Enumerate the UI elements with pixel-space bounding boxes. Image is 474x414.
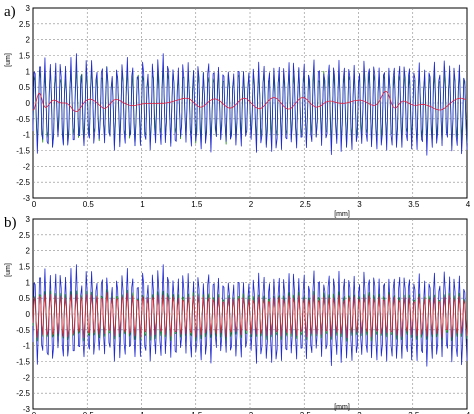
- y-tick-label: 0: [26, 310, 31, 319]
- x-tick-label: 3.5: [408, 200, 420, 209]
- y-axis-label: [um]: [5, 53, 12, 67]
- y-tick-label: -2: [23, 373, 31, 382]
- y-tick-label: 2: [26, 247, 31, 256]
- series-line-3: [32, 90, 467, 112]
- x-tick-label: 3.5: [408, 411, 420, 414]
- series-line-2: [32, 53, 468, 156]
- y-tick-label: -1: [23, 342, 31, 351]
- y-tick-label: -1.5: [16, 147, 30, 156]
- panel-label: a): [4, 4, 16, 20]
- x-tick-label: 4: [466, 411, 471, 414]
- x-tick-label: 0.5: [83, 411, 95, 414]
- panel-a: 0 0.5 1 1.5 2 2.5 3 3.5 4 -3 -2.5 -2 -1.5 -1 -0.5 0 0.5 1…: [4, 4, 471, 218]
- y-tick-label: 1.5: [19, 263, 31, 272]
- y-tick-label: 0.5: [19, 83, 31, 92]
- y-tick-label: 1.5: [19, 52, 31, 61]
- y-tick-label: 1: [26, 67, 31, 76]
- y-tick-label: -2.5: [16, 389, 30, 398]
- y-tick-label: 0.5: [19, 294, 31, 303]
- y-tick-label: 2.5: [19, 231, 31, 240]
- y-tick-label: -3: [23, 194, 31, 203]
- y-tick-label: -1.5: [16, 358, 30, 367]
- panel-b: 0 0.5 1 1.5 2 2.5 3 3.5 4 -3 -2.5 -2 -1.5 -1 -0.5 0 0.5 1…: [4, 215, 471, 414]
- x-tick-label: 2.5: [300, 411, 312, 414]
- y-tick-label: -2.5: [16, 178, 30, 187]
- x-tick-label: 1: [140, 411, 145, 414]
- y-tick-label: 2: [26, 36, 31, 45]
- y-tick-label: -0.5: [16, 326, 30, 335]
- x-axis-label: [mm]: [334, 404, 350, 411]
- y-tick-label: 2.5: [19, 20, 31, 29]
- x-tick-label: 1.5: [191, 411, 203, 414]
- x-tick-label: 1: [140, 200, 145, 209]
- x-tick-label: 0: [32, 411, 37, 414]
- x-tick-label: 0.5: [83, 200, 95, 209]
- x-tick-label: 2: [249, 411, 254, 414]
- y-tick-label: 1: [26, 278, 31, 287]
- x-tick-label: 2: [249, 200, 254, 209]
- y-axis-label: [um]: [5, 263, 12, 277]
- x-tick-label: 1.5: [191, 200, 203, 209]
- y-tick-label: -0.5: [16, 115, 30, 124]
- x-axis-label: [mm]: [334, 211, 350, 218]
- x-tick-label: 4: [466, 200, 471, 209]
- y-tick-label: -1: [23, 131, 31, 140]
- y-tick-label: 3: [26, 4, 31, 13]
- y-tick-label: -2: [23, 162, 31, 171]
- y-tick-label: -3: [23, 405, 31, 414]
- panel-label: b): [4, 215, 17, 231]
- y-tick-label: 0: [26, 99, 31, 108]
- y-tick-label: 3: [26, 215, 31, 224]
- series-line-3: [32, 292, 468, 339]
- x-tick-label: 2.5: [300, 200, 312, 209]
- x-tick-label: 0: [32, 200, 37, 209]
- x-tick-label: 3: [357, 200, 362, 209]
- x-tick-label: 3: [357, 411, 362, 414]
